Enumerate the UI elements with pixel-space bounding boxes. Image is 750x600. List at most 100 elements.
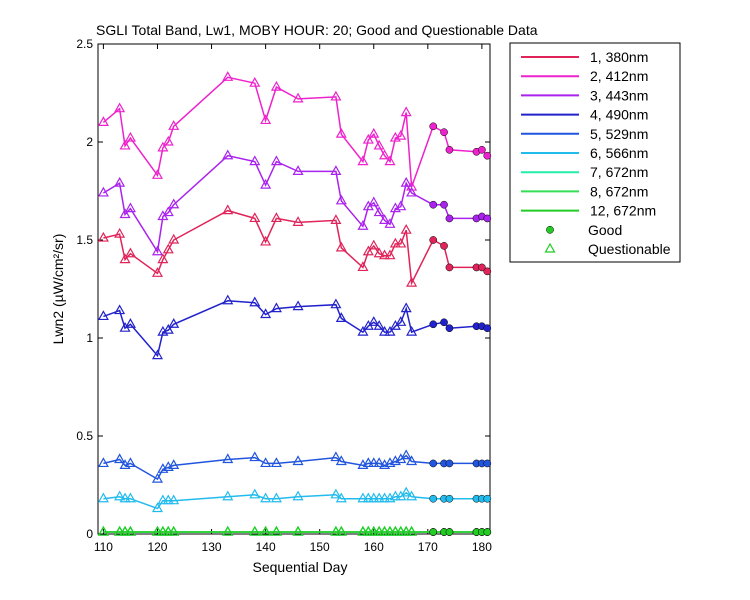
questionable-point [335,241,347,252]
questionable-point [292,300,304,311]
questionable-point [395,129,407,140]
questionable-point [114,453,126,464]
questionable-point [260,235,272,246]
good-point [483,459,492,468]
legend-label: 2, 412nm [590,68,648,84]
questionable-point [119,253,131,264]
questionable-point [292,455,304,466]
questionable-point [249,212,261,223]
questionable-point [379,214,391,224]
questionable-point [379,492,391,503]
questionable-point [330,525,342,536]
questionable-point [270,80,282,91]
questionable-point [400,486,412,497]
questionable-point [373,492,385,503]
questionable-point [162,206,174,217]
questionable-point [373,525,385,536]
questionable-point [260,178,272,189]
questionable-point [151,472,164,483]
questionable-point [330,298,342,309]
questionable-point [400,525,412,536]
questionable-point [124,318,136,328]
series-5 [97,449,492,483]
questionable-point [119,492,131,503]
questionable-point [260,308,272,319]
questionable-point [222,294,234,305]
questionable-point [119,139,131,150]
legend: 1, 380nm 2, 412nm 3, 443nm 4, 490nm 5, 529nm… [509,42,681,263]
legend-label: 8, 672nm [590,183,648,199]
questionable-point [124,247,136,258]
questionable-point [384,325,396,336]
questionable-point [124,457,136,468]
questionable-point [368,196,380,207]
chart-title: SGLI Total Band, Lw1, MOBY HOUR: 20; Goo… [96,22,538,38]
questionable-point [379,325,391,336]
x-axis-label: Sequential Day [253,559,348,575]
questionable-point [124,131,136,142]
series-3 [97,149,492,256]
good-point [440,242,448,250]
questionable-point [151,502,164,513]
questionable-point [260,457,272,468]
questionable-point [368,525,380,536]
questionable-point [249,488,261,499]
questionable-point [389,237,401,248]
good-point [445,214,454,223]
questionable-point [379,149,391,160]
questionable-point [330,488,342,499]
questionable-point [270,212,282,223]
questionable-point [379,249,391,260]
y-axis-label: Lwn2 (µW/cm²/sr) [50,234,66,345]
questionable-point [97,457,109,468]
questionable-point [335,492,347,503]
questionable-point [151,267,164,277]
questionable-point [151,525,164,536]
questionable-point [395,316,407,326]
questionable-point [368,457,380,468]
questionable-point [124,202,136,213]
questionable-point [357,492,369,503]
questionable-point [400,302,412,313]
legend-label: Questionable [588,241,671,257]
questionable-point [292,92,304,103]
questionable-point [335,127,347,138]
questionable-point [249,76,261,87]
good-point [445,459,454,468]
questionable-point [114,304,126,315]
questionable-point [119,525,131,536]
questionable-point [362,457,374,468]
questionable-point [292,165,304,175]
questionable-point [249,525,261,536]
questionable-point [270,457,282,468]
questionable-point [119,208,131,219]
legend-good-marker [546,225,554,234]
good-point [483,151,492,160]
x-tick-label: 120 [147,540,167,554]
x-tick-label: 140 [256,540,276,554]
legend-label: 5, 529nm [590,126,648,142]
questionable-point [395,525,407,536]
good-point [445,263,454,272]
questionable-point [114,490,126,501]
x-tick-label: 150 [310,540,330,554]
questionable-point [406,276,418,287]
questionable-point [249,451,261,462]
questionable-point [400,176,412,187]
questionable-point [162,323,174,334]
questionable-point [335,455,347,466]
questionable-point [222,490,234,501]
good-point [445,145,454,154]
good-point [445,494,454,503]
y-tick-label: 2.5 [76,37,93,51]
questionable-point [330,165,342,175]
questionable-point [406,325,418,336]
good-point [429,122,438,131]
questionable-point [400,106,412,117]
questionable-point [406,490,418,501]
questionable-point [114,176,126,187]
questionable-point [114,525,126,536]
questionable-point [260,492,272,503]
questionable-point [168,233,180,244]
y-tick-label: 0.5 [76,429,93,443]
